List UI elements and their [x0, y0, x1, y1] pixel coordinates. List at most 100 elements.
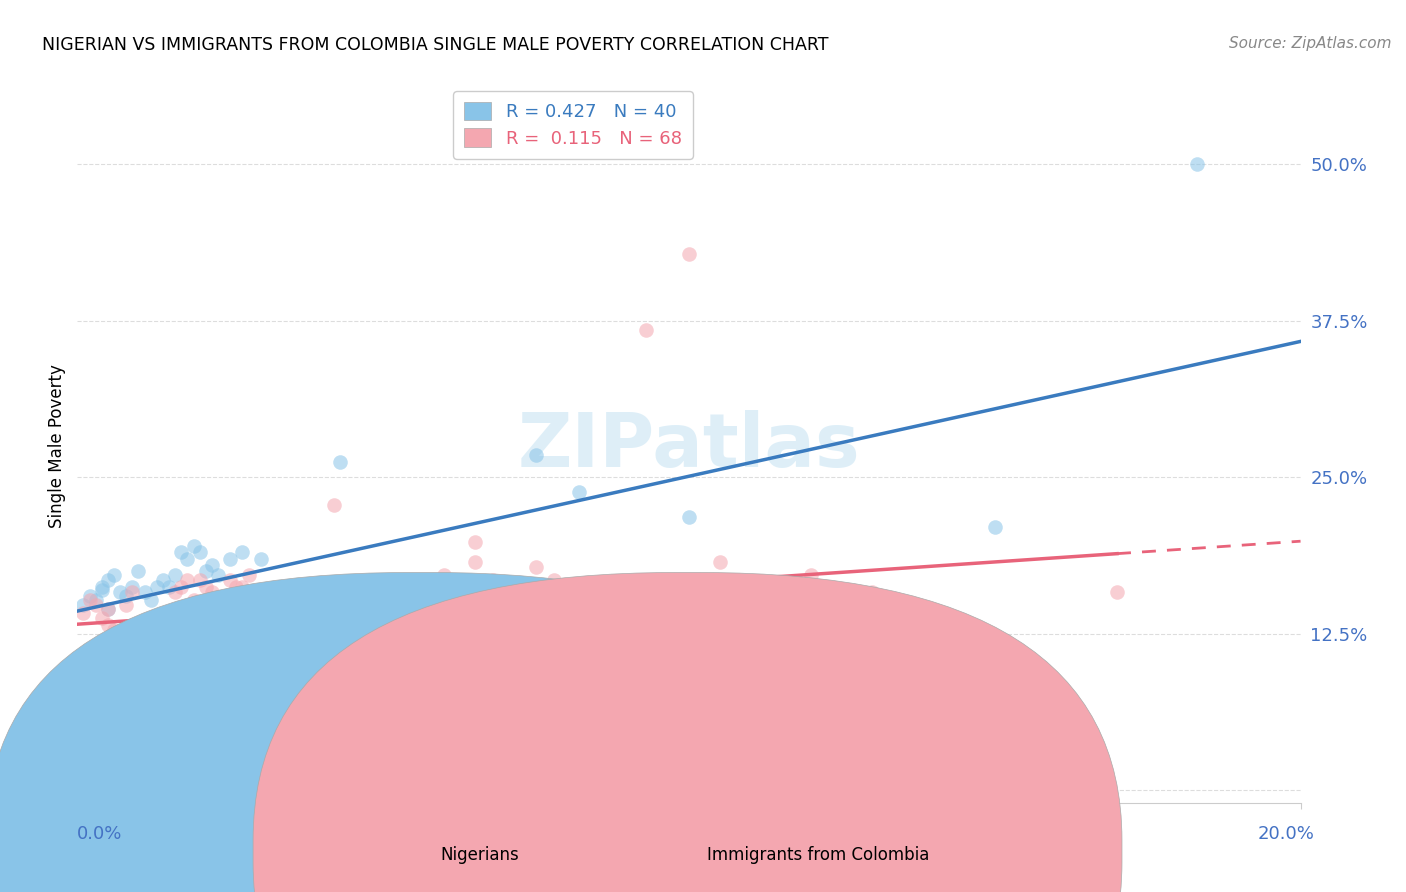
Point	[524, 560, 547, 574]
Point	[464, 623, 486, 637]
Point	[298, 671, 321, 685]
Point	[862, 585, 884, 599]
Y-axis label: Single Male Poverty: Single Male Poverty	[48, 364, 66, 528]
Point	[121, 585, 143, 599]
Point	[402, 643, 425, 657]
Point	[329, 455, 352, 469]
Text: NIGERIAN VS IMMIGRANTS FROM COLOMBIA SINGLE MALE POVERTY CORRELATION CHART: NIGERIAN VS IMMIGRANTS FROM COLOMBIA SIN…	[42, 36, 828, 54]
Point	[360, 573, 382, 587]
Text: Nigerians: Nigerians	[440, 847, 519, 864]
Point	[555, 643, 578, 657]
Point	[139, 593, 162, 607]
Point	[212, 656, 235, 670]
Point	[170, 545, 193, 559]
Point	[433, 618, 456, 632]
Point	[121, 581, 143, 595]
Point	[231, 581, 253, 595]
Point	[506, 585, 529, 599]
Point	[464, 556, 486, 570]
Point	[256, 593, 278, 607]
Point	[420, 723, 443, 738]
Point	[176, 573, 198, 587]
Point	[311, 606, 333, 620]
Point	[146, 668, 169, 682]
Point	[103, 568, 125, 582]
Point	[194, 581, 217, 595]
Point	[115, 589, 138, 603]
Point	[262, 668, 284, 682]
Point	[464, 535, 486, 549]
Point	[183, 539, 205, 553]
Point	[146, 581, 169, 595]
Point	[157, 660, 180, 674]
Point	[568, 485, 591, 500]
Point	[238, 568, 260, 582]
Text: Immigrants from Colombia: Immigrants from Colombia	[707, 847, 929, 864]
Point	[678, 510, 700, 524]
Point	[342, 581, 364, 595]
Point	[97, 573, 120, 587]
Point	[183, 593, 205, 607]
Point	[586, 585, 609, 599]
Point	[108, 631, 131, 645]
Point	[219, 573, 242, 587]
Point	[433, 568, 456, 582]
Point	[97, 601, 120, 615]
Point	[280, 681, 302, 695]
Point	[922, 631, 945, 645]
Point	[72, 598, 94, 612]
Point	[446, 643, 468, 657]
Point	[188, 545, 211, 559]
Point	[188, 623, 211, 637]
Point	[323, 498, 346, 512]
Point	[90, 582, 112, 597]
Point	[225, 581, 247, 595]
Point	[127, 618, 149, 632]
Point	[207, 568, 229, 582]
Point	[371, 585, 394, 599]
Point	[482, 573, 505, 587]
Point	[800, 568, 823, 582]
Point	[384, 648, 406, 662]
Point	[617, 718, 640, 732]
Point	[157, 581, 180, 595]
Point	[170, 581, 193, 595]
Text: Source: ZipAtlas.com: Source: ZipAtlas.com	[1229, 36, 1392, 51]
Point	[524, 448, 547, 462]
Point	[176, 551, 198, 566]
Point	[103, 623, 125, 637]
Point	[90, 581, 112, 595]
Point	[727, 718, 749, 732]
Point	[636, 322, 658, 336]
Text: ZIPatlas: ZIPatlas	[517, 409, 860, 483]
Point	[709, 556, 731, 570]
Point	[72, 606, 94, 620]
Point	[127, 564, 149, 578]
Point	[139, 648, 162, 662]
Point	[97, 601, 120, 615]
Point	[287, 606, 309, 620]
Point	[298, 681, 321, 695]
Point	[194, 564, 217, 578]
Point	[79, 589, 101, 603]
Point	[543, 573, 565, 587]
Point	[115, 598, 138, 612]
Point	[371, 623, 394, 637]
Point	[90, 610, 112, 624]
Point	[280, 610, 302, 624]
Point	[201, 558, 224, 572]
Point	[1107, 585, 1129, 599]
Point	[269, 656, 291, 670]
Point	[347, 581, 370, 595]
Point	[678, 247, 700, 261]
Text: 20.0%: 20.0%	[1258, 825, 1315, 843]
Point	[165, 568, 187, 582]
Point	[219, 551, 242, 566]
Point	[134, 656, 156, 670]
Point	[188, 573, 211, 587]
Legend: R = 0.427   N = 40, R =  0.115   N = 68: R = 0.427 N = 40, R = 0.115 N = 68	[453, 91, 693, 159]
Point	[152, 635, 174, 649]
Point	[108, 585, 131, 599]
Point	[165, 585, 187, 599]
Text: 0.0%: 0.0%	[77, 825, 122, 843]
